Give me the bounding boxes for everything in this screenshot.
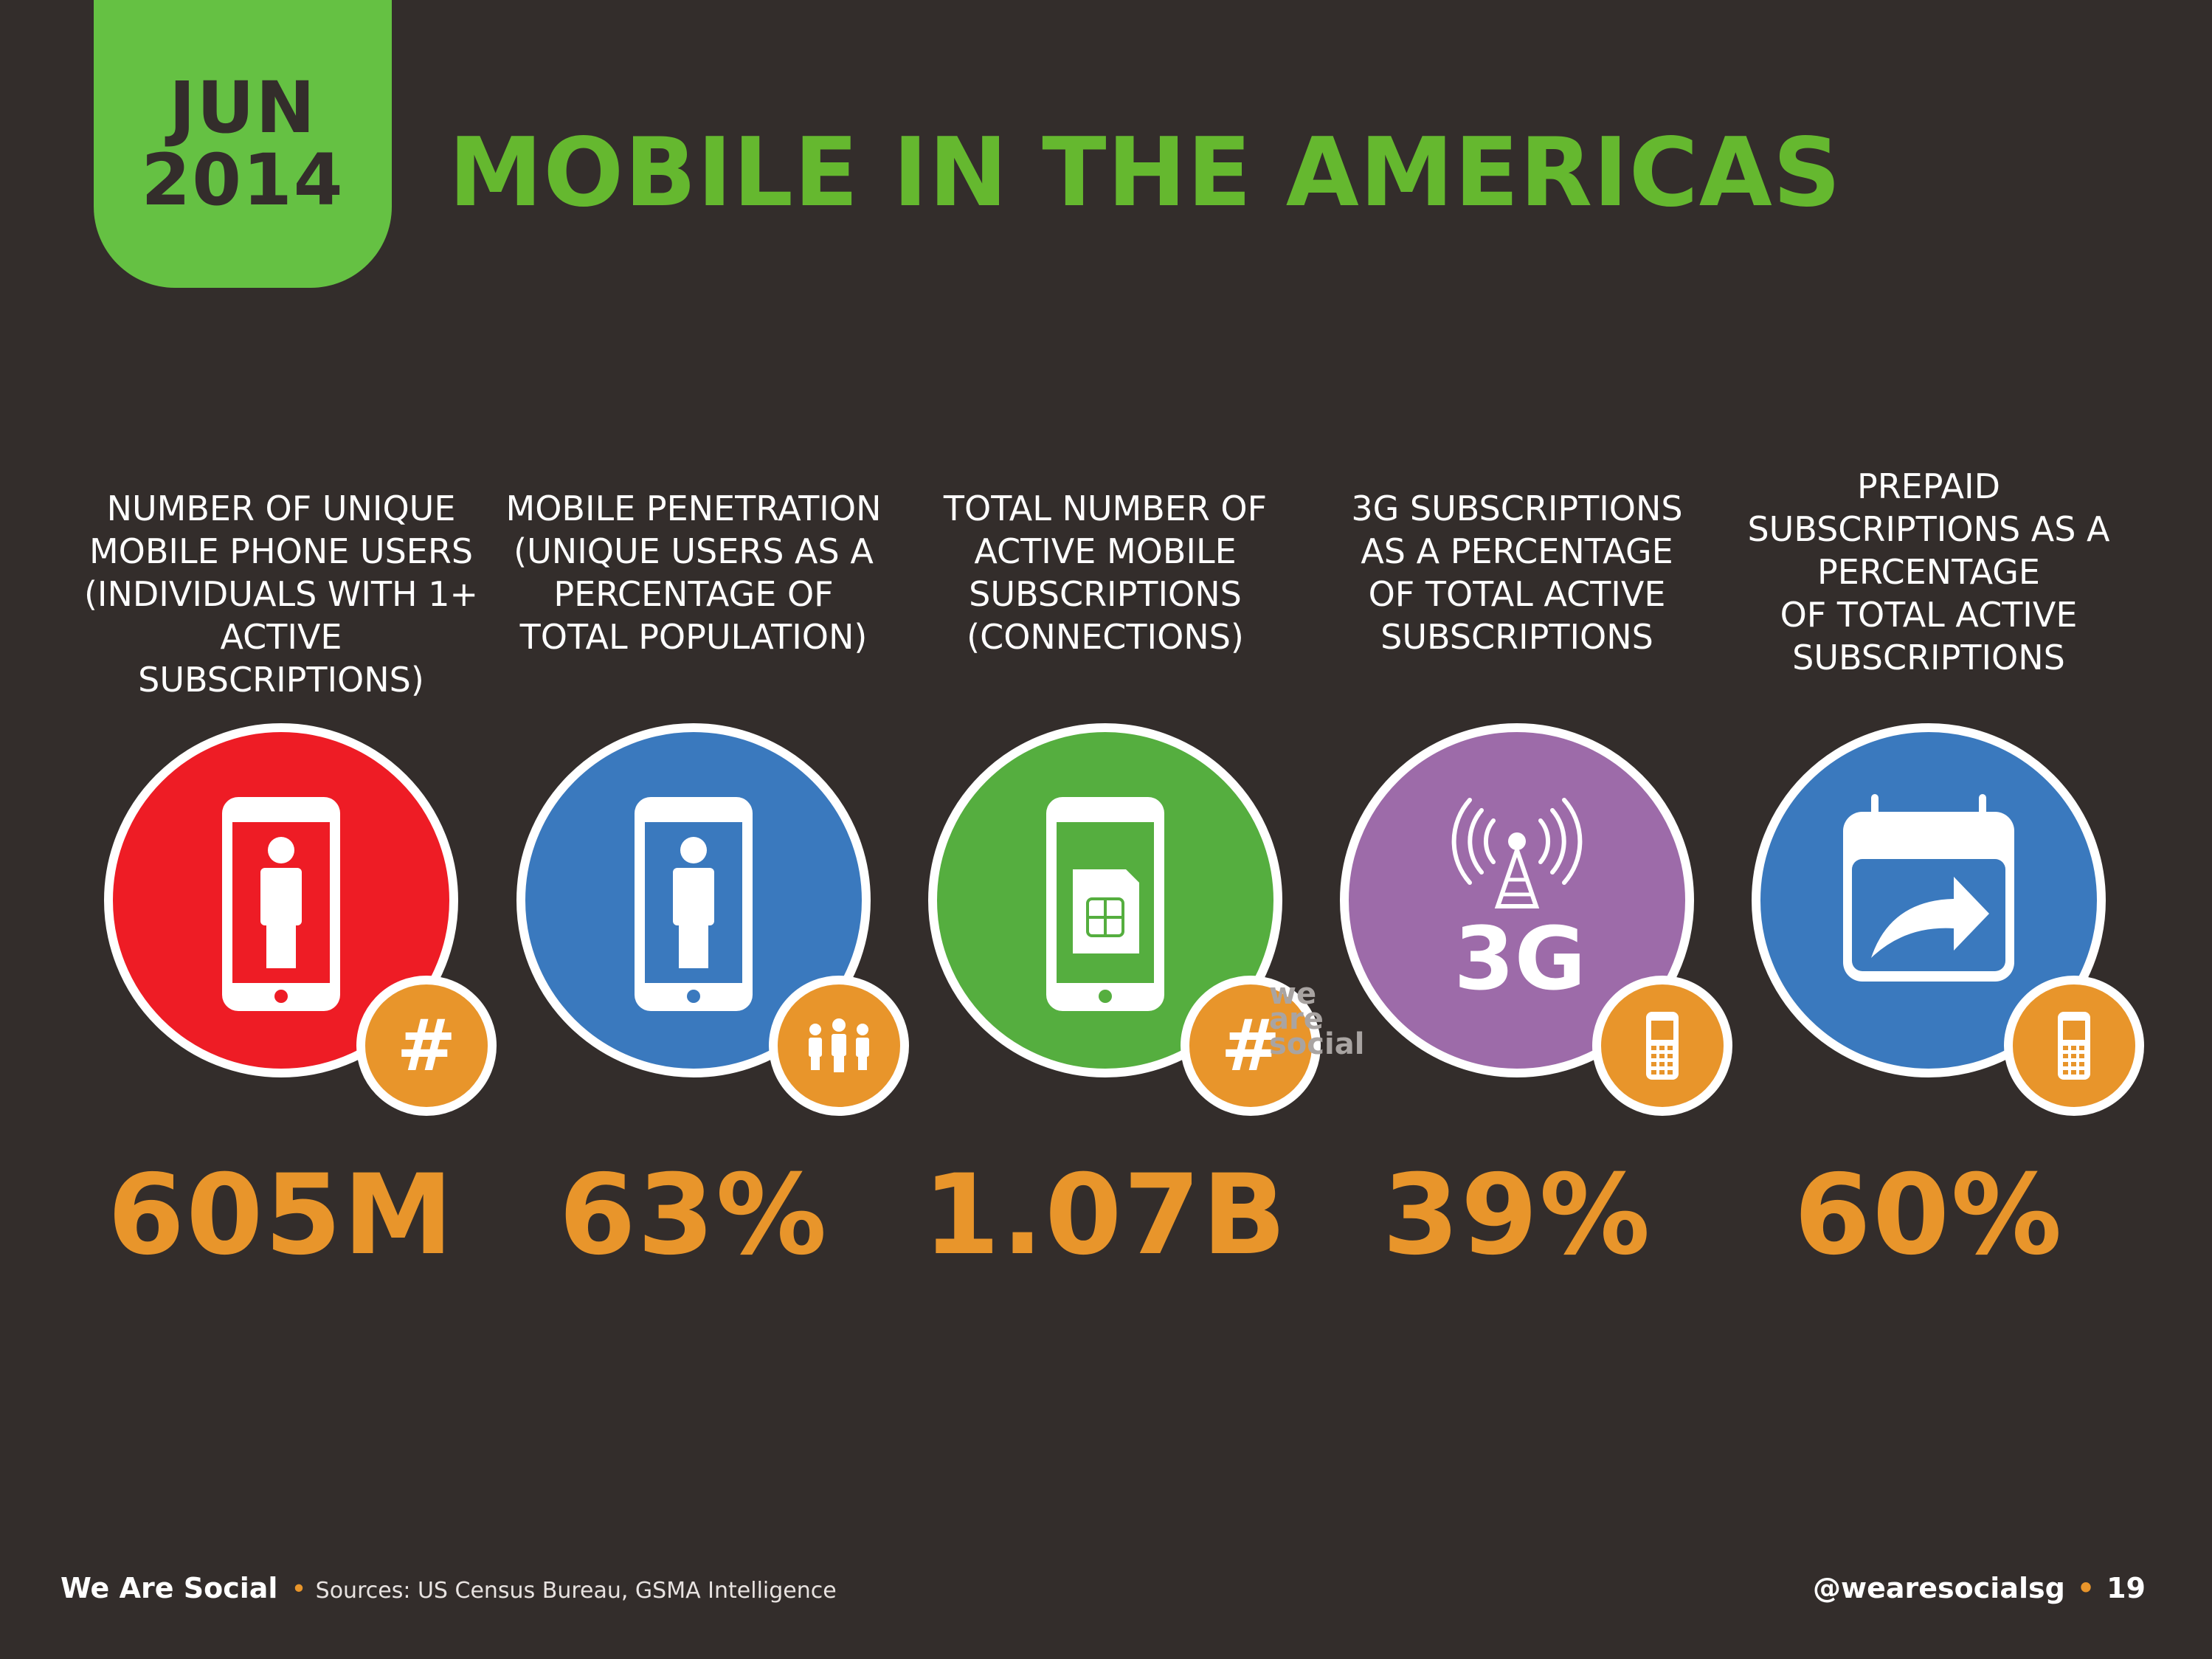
phone-person-icon bbox=[222, 797, 340, 1011]
stat-value: 605M bbox=[107, 1151, 455, 1280]
phone-sim-card-icon bbox=[1046, 797, 1164, 1011]
phone-person-icon bbox=[635, 797, 753, 1011]
page-title: MOBILE IN THE AMERICAS bbox=[449, 118, 1842, 228]
stat-value: 1.07B bbox=[922, 1151, 1288, 1280]
mobile-phone-icon bbox=[1592, 976, 1732, 1116]
we-are-social-watermark: we are social bbox=[1269, 977, 1365, 1061]
3g-tower-icon: 3G bbox=[1451, 798, 1586, 1010]
stat-label: 3G SUBSCRIPTIONS AS A PERCENTAGE OF TOTA… bbox=[1351, 489, 1683, 657]
hash-icon: # bbox=[356, 976, 497, 1116]
3g-label: 3G bbox=[1454, 908, 1586, 1010]
footer-separator: • bbox=[2076, 1572, 2095, 1604]
page-number: 19 bbox=[2106, 1572, 2146, 1604]
watermark-line: are bbox=[1269, 1002, 1324, 1036]
date-tab: JUN 2014 bbox=[94, 0, 392, 288]
date-year: 2014 bbox=[141, 139, 345, 221]
footer-separator: • bbox=[291, 1574, 307, 1604]
stat-value: 39% bbox=[1382, 1151, 1652, 1280]
footer-sources: Sources: US Census Bureau, GSMA Intellig… bbox=[315, 1578, 837, 1604]
stat-value: 63% bbox=[559, 1151, 829, 1280]
footer-handle: @wearesocialsg bbox=[1813, 1572, 2065, 1604]
watermark-line: social bbox=[1269, 1027, 1365, 1061]
footer-left: We Are Social • Sources: US Census Bureau,… bbox=[61, 1572, 837, 1604]
stat-icon-circle bbox=[516, 723, 909, 1116]
stat-value: 60% bbox=[1794, 1151, 2064, 1280]
stat-label: PREPAID SUBSCRIPTIONS AS A PERCENTAGE OF… bbox=[1747, 466, 2110, 677]
stat-label: TOTAL NUMBER OF ACTIVE MOBILE SUBSCRIPTI… bbox=[943, 489, 1268, 657]
mobile-phone-icon bbox=[2004, 976, 2144, 1116]
stat-icon-circle: # bbox=[104, 723, 497, 1116]
stat-icon-circle bbox=[1752, 723, 2144, 1116]
stat-label: MOBILE PENETRATION (UNIQUE USERS AS A PE… bbox=[505, 489, 882, 657]
watermark-line: we bbox=[1269, 977, 1317, 1011]
date-month: JUN bbox=[168, 66, 317, 149]
calendar-arrow-icon bbox=[1843, 794, 2014, 982]
stat-icon-circle: 3G bbox=[1340, 723, 1732, 1116]
stat-icon-circle: # bbox=[928, 723, 1321, 1116]
stat-label: NUMBER OF UNIQUE MOBILE PHONE USERS (IND… bbox=[83, 489, 479, 700]
footer-right: @wearesocialsg • 19 bbox=[1813, 1572, 2146, 1604]
people-group-icon bbox=[769, 976, 909, 1116]
footer-brand: We Are Social bbox=[61, 1572, 278, 1604]
